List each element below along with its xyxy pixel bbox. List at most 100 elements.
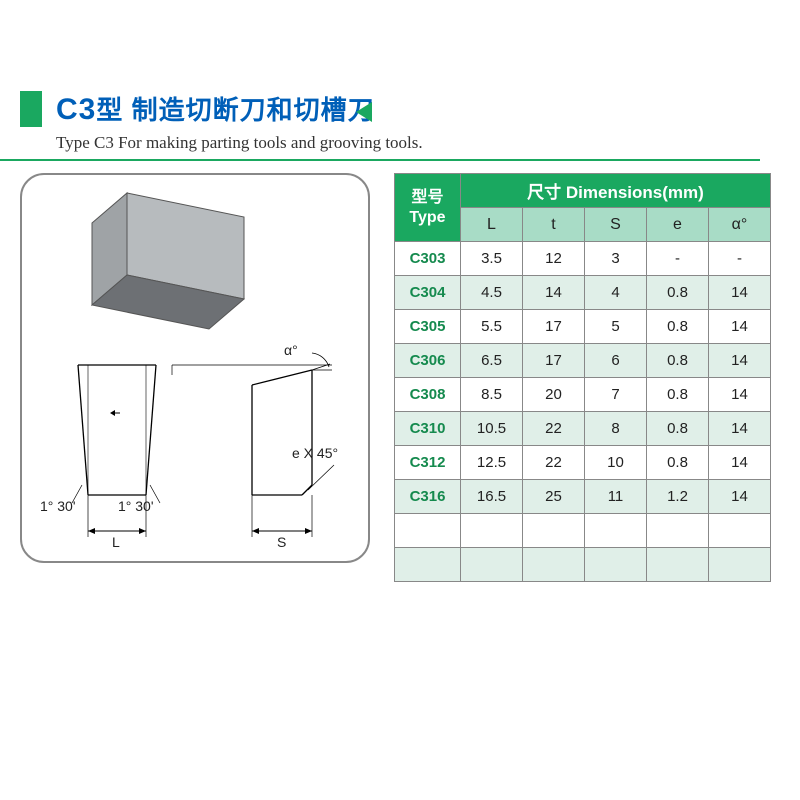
cell-type: C312 xyxy=(395,446,461,480)
table-body: C3033.5123--C3044.51440.814C3055.51750.8… xyxy=(395,242,771,582)
cell-data: 6.5 xyxy=(461,344,523,378)
col-header: α° xyxy=(709,208,771,242)
cell-type: C306 xyxy=(395,344,461,378)
cell-data: - xyxy=(709,242,771,276)
cell-data: 1.2 xyxy=(647,480,709,514)
col-header: t xyxy=(523,208,585,242)
table-row: C31010.52280.814 xyxy=(395,412,771,446)
col-header-type: 型号 Type xyxy=(395,174,461,242)
cell-data: 7 xyxy=(585,378,647,412)
cell-data: 22 xyxy=(523,412,585,446)
cell-blank xyxy=(461,548,523,582)
cell-type: C303 xyxy=(395,242,461,276)
dimensions-table-wrap: 型号 Type 尺寸 Dimensions(mm) LtSeα° C3033.5… xyxy=(394,173,771,582)
cell-data: 5 xyxy=(585,310,647,344)
cell-blank xyxy=(585,548,647,582)
front-view: 1° 30' 1° 30' L xyxy=(40,365,160,550)
cell-data: 10.5 xyxy=(461,412,523,446)
title-code: C3 xyxy=(56,93,96,126)
cell-type: C316 xyxy=(395,480,461,514)
diagram-panel: 1° 30' 1° 30' L xyxy=(20,173,370,563)
cell-data: 14 xyxy=(523,276,585,310)
cell-type: C310 xyxy=(395,412,461,446)
angle-left-label: 1° 30' xyxy=(40,498,76,514)
cell-data: 0.8 xyxy=(647,412,709,446)
cell-data: 14 xyxy=(709,378,771,412)
dimensions-table: 型号 Type 尺寸 Dimensions(mm) LtSeα° C3033.5… xyxy=(394,173,771,582)
cell-data: 17 xyxy=(523,344,585,378)
cell-data: 22 xyxy=(523,446,585,480)
cell-data: 14 xyxy=(709,276,771,310)
cell-data: 17 xyxy=(523,310,585,344)
cell-data: - xyxy=(647,242,709,276)
table-header-row-1: 型号 Type 尺寸 Dimensions(mm) xyxy=(395,174,771,208)
page-subtitle: Type C3 For making parting tools and gro… xyxy=(0,133,760,161)
type-header-zh: 型号 xyxy=(411,189,443,206)
cell-blank xyxy=(647,514,709,548)
cell-blank xyxy=(647,548,709,582)
table-row: C3055.51750.814 xyxy=(395,310,771,344)
cell-data: 0.8 xyxy=(647,446,709,480)
cell-data: 14 xyxy=(709,412,771,446)
cell-data: 25 xyxy=(523,480,585,514)
alpha-label: α° xyxy=(284,342,298,358)
type-header-en: Type xyxy=(409,209,445,226)
cell-type: C308 xyxy=(395,378,461,412)
cell-blank xyxy=(523,548,585,582)
table-row-blank xyxy=(395,514,771,548)
cell-blank xyxy=(395,514,461,548)
technical-diagram: 1° 30' 1° 30' L xyxy=(22,175,372,565)
col-header: S xyxy=(585,208,647,242)
title-row: C3型 制造切断刀和切槽刀 xyxy=(0,90,800,127)
content-row: 1° 30' 1° 30' L xyxy=(0,173,800,582)
cell-data: 14 xyxy=(709,310,771,344)
dim-s-label: S xyxy=(277,534,286,550)
cell-blank xyxy=(395,548,461,582)
cell-data: 16.5 xyxy=(461,480,523,514)
page-container: C3型 制造切断刀和切槽刀 Type C3 For making parting… xyxy=(0,90,800,582)
table-row: C31616.525111.214 xyxy=(395,480,771,514)
cell-data: 12 xyxy=(523,242,585,276)
cell-data: 4 xyxy=(585,276,647,310)
table-row: C3033.5123-- xyxy=(395,242,771,276)
cell-blank xyxy=(709,548,771,582)
cell-data: 14 xyxy=(709,446,771,480)
table-row: C31212.522100.814 xyxy=(395,446,771,480)
col-header-dimensions: 尺寸 Dimensions(mm) xyxy=(461,174,771,208)
cell-data: 11 xyxy=(585,480,647,514)
cell-data: 20 xyxy=(523,378,585,412)
table-row: C3088.52070.814 xyxy=(395,378,771,412)
cell-data: 3 xyxy=(585,242,647,276)
title-zh: 型 制造切断刀和切槽刀 xyxy=(96,95,374,125)
page-title: C3型 制造切断刀和切槽刀 xyxy=(56,90,375,127)
cell-type: C305 xyxy=(395,310,461,344)
chamfer-label: e X 45° xyxy=(292,445,338,461)
cell-blank xyxy=(709,514,771,548)
cell-data: 4.5 xyxy=(461,276,523,310)
cell-type: C304 xyxy=(395,276,461,310)
col-header: L xyxy=(461,208,523,242)
cell-data: 0.8 xyxy=(647,310,709,344)
angle-right-label: 1° 30' xyxy=(118,498,154,514)
cell-data: 3.5 xyxy=(461,242,523,276)
cell-data: 12.5 xyxy=(461,446,523,480)
cell-data: 8 xyxy=(585,412,647,446)
cell-data: 0.8 xyxy=(647,344,709,378)
title-accent-bar xyxy=(20,91,42,127)
table-row: C3066.51760.814 xyxy=(395,344,771,378)
block-3d xyxy=(92,193,244,329)
col-header: e xyxy=(647,208,709,242)
cell-data: 8.5 xyxy=(461,378,523,412)
dim-l-label: L xyxy=(112,534,120,550)
arrow-icon xyxy=(356,102,372,122)
cell-data: 14 xyxy=(709,480,771,514)
cell-data: 5.5 xyxy=(461,310,523,344)
cell-data: 6 xyxy=(585,344,647,378)
cell-blank xyxy=(585,514,647,548)
table-row: C3044.51440.814 xyxy=(395,276,771,310)
cell-data: 0.8 xyxy=(647,378,709,412)
cell-data: 0.8 xyxy=(647,276,709,310)
cell-data: 14 xyxy=(709,344,771,378)
cell-blank xyxy=(461,514,523,548)
side-view: α° e X 45° S xyxy=(172,342,338,550)
